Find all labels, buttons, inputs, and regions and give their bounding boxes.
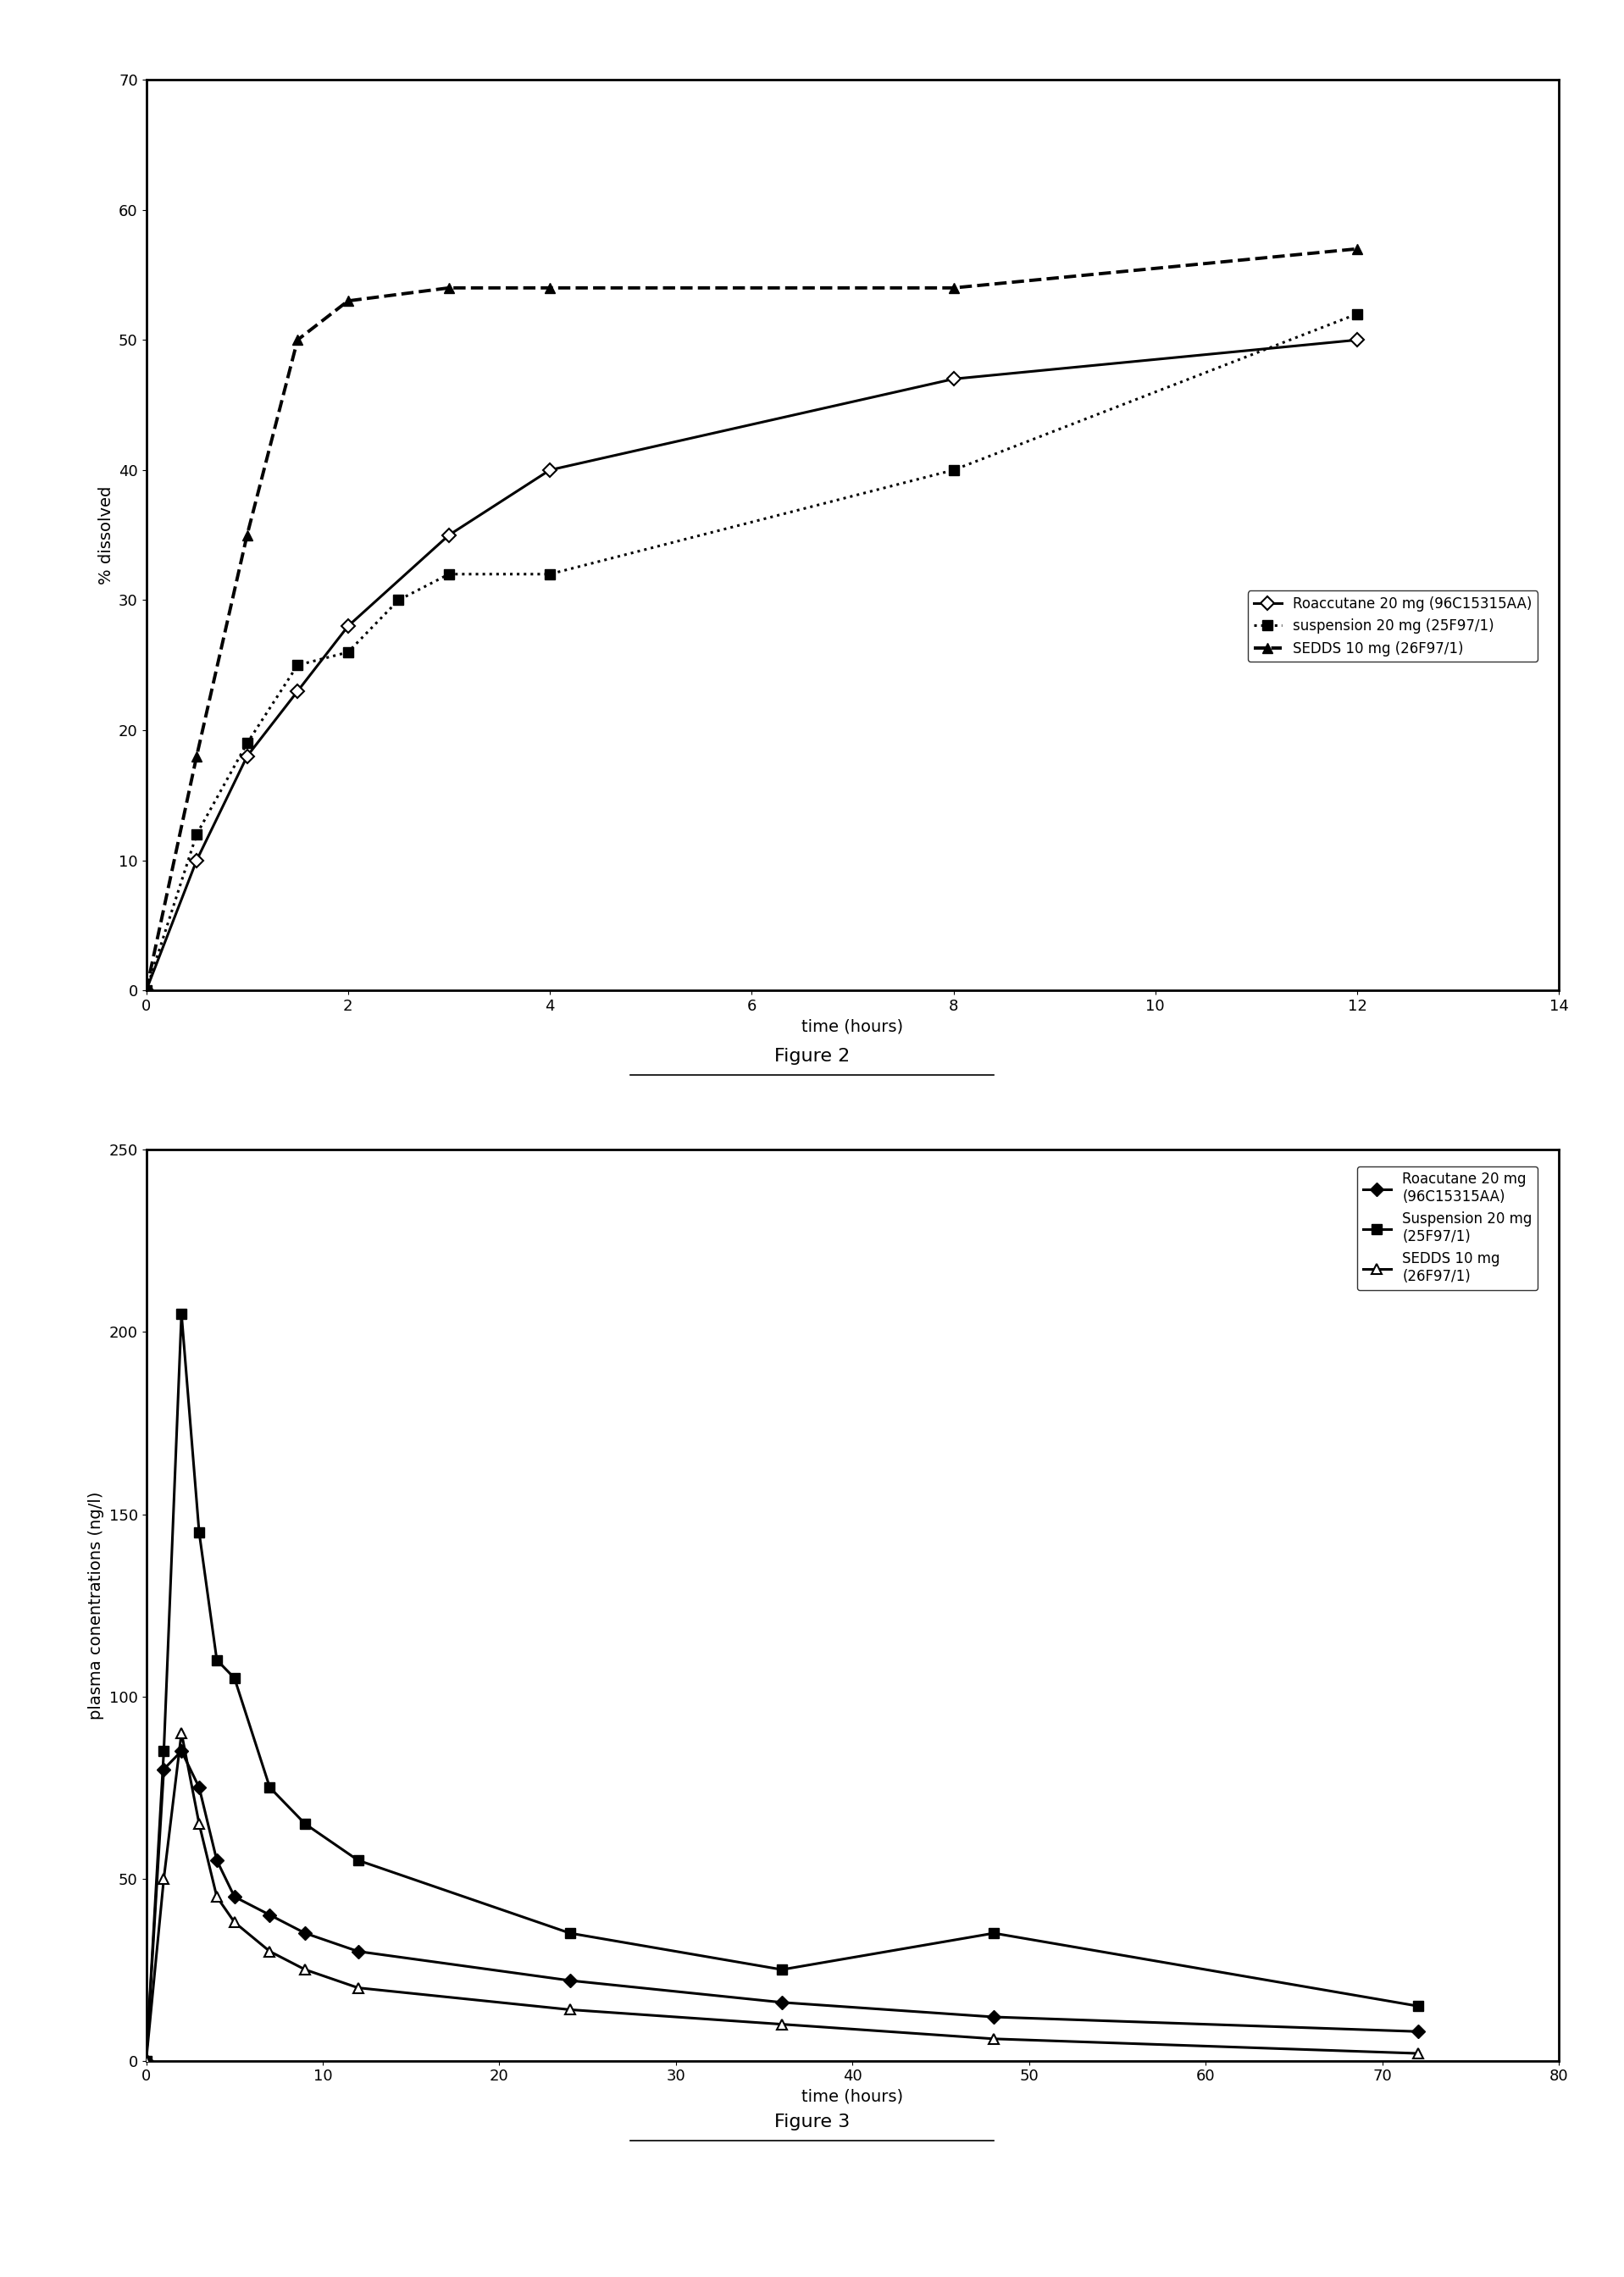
Text: Figure 2: Figure 2 (775, 1047, 849, 1066)
Y-axis label: plasma conentrations (ng/l): plasma conentrations (ng/l) (88, 1491, 104, 1719)
Legend: Roacutane 20 mg
(96C15315AA), Suspension 20 mg
(25F97/1), SEDDS 10 mg
(26F97/1): Roacutane 20 mg (96C15315AA), Suspension… (1358, 1166, 1538, 1291)
X-axis label: time (hours): time (hours) (802, 1018, 903, 1034)
Y-axis label: % dissolved: % dissolved (97, 485, 114, 585)
Text: Figure 3: Figure 3 (775, 2113, 849, 2131)
Legend: Roaccutane 20 mg (96C15315AA), suspension 20 mg (25F97/1), SEDDS 10 mg (26F97/1): Roaccutane 20 mg (96C15315AA), suspensio… (1247, 590, 1538, 663)
X-axis label: time (hours): time (hours) (802, 2088, 903, 2104)
